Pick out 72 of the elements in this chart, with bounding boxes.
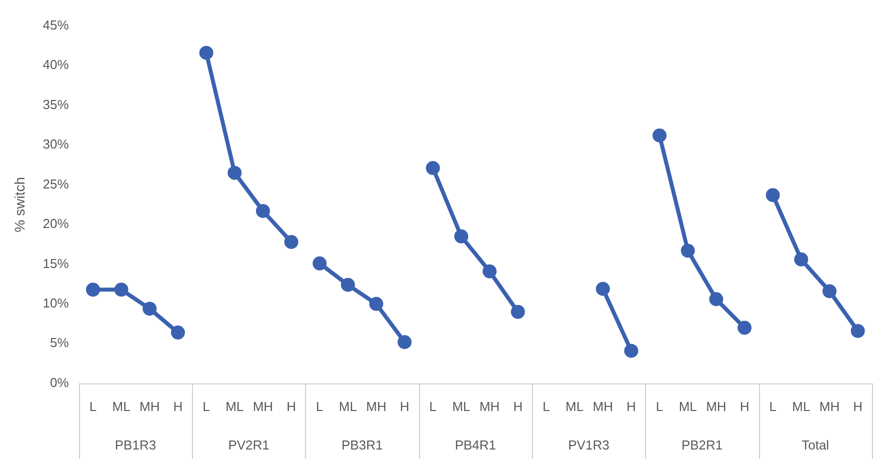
- x-tick-label: H: [626, 398, 636, 414]
- point: [652, 128, 667, 142]
- point: [340, 278, 355, 292]
- y-tick-label: 5%: [50, 335, 70, 350]
- point: [850, 324, 865, 338]
- x-tick-label: ML: [792, 398, 810, 414]
- x-tick-label: L: [542, 398, 550, 414]
- x-tick-label: ML: [112, 398, 130, 414]
- text: Total: [802, 438, 830, 453]
- x-tick-label: MH: [592, 398, 613, 414]
- x-tick-label: L: [429, 398, 437, 414]
- point: [426, 161, 440, 176]
- y-tick-label: 25%: [42, 176, 70, 192]
- y-tick-label: 40%: [42, 57, 70, 72]
- text: PB4R1: [454, 438, 496, 453]
- y-tick-label: 45%: [42, 17, 70, 32]
- y-tick-label: 15%: [42, 256, 70, 271]
- point: [199, 46, 214, 60]
- x-tick-label: H: [173, 398, 183, 414]
- text: PV1R3: [568, 438, 610, 453]
- y-tick-label: 35%: [42, 96, 70, 112]
- point: [766, 188, 780, 202]
- point: [624, 344, 638, 358]
- x-tick-label: MH: [366, 398, 386, 414]
- x-tick-label: MH: [706, 398, 726, 414]
- point: [709, 292, 724, 306]
- point: [738, 320, 752, 335]
- point: [170, 326, 185, 340]
- y-tick-label: 0%: [50, 374, 70, 390]
- point: [86, 282, 100, 297]
- x-tick-label: L: [89, 398, 97, 414]
- point: [482, 264, 497, 278]
- point: [256, 204, 270, 218]
- point: [510, 304, 525, 319]
- point: [312, 256, 327, 270]
- y-tick-label: 30%: [42, 136, 70, 152]
- x-tick-label: MH: [252, 398, 274, 414]
- x-tick-label: L: [656, 398, 664, 414]
- text: PB3R1: [341, 438, 383, 453]
- point: [454, 229, 468, 244]
- point: [596, 282, 610, 296]
- point: [284, 234, 298, 249]
- x-tick-label: H: [513, 398, 523, 414]
- x-tick-label: MH: [479, 398, 500, 414]
- x-tick-label: MH: [819, 398, 840, 414]
- x-tick-label: ML: [566, 398, 584, 414]
- point: [398, 335, 412, 350]
- x-tick-label: L: [769, 398, 776, 414]
- text: PB2R1: [681, 438, 723, 453]
- point: [822, 284, 837, 298]
- x-tick-label: H: [400, 398, 410, 414]
- x-tick-label: MH: [140, 398, 160, 414]
- point: [228, 166, 242, 180]
- x-tick-label: H: [853, 398, 863, 414]
- x-tick-label: L: [316, 398, 324, 414]
- x-tick-label: H: [740, 398, 750, 414]
- y-tick-label: 10%: [42, 296, 70, 311]
- x-tick-label: ML: [226, 398, 244, 414]
- x-tick-label: L: [202, 398, 210, 414]
- point: [680, 244, 695, 258]
- point: [369, 296, 384, 311]
- y-axis-title: % switch: [11, 176, 28, 232]
- text: PV2R1: [228, 438, 270, 453]
- point: [114, 282, 128, 297]
- x-tick-label: ML: [678, 398, 697, 414]
- point: [142, 302, 157, 316]
- x-tick-label: H: [286, 398, 296, 414]
- text: PB1R3: [114, 438, 156, 453]
- x-tick-label: ML: [452, 398, 470, 414]
- point: [794, 252, 808, 266]
- x-tick-label: ML: [338, 398, 357, 414]
- y-tick-label: 20%: [42, 216, 70, 232]
